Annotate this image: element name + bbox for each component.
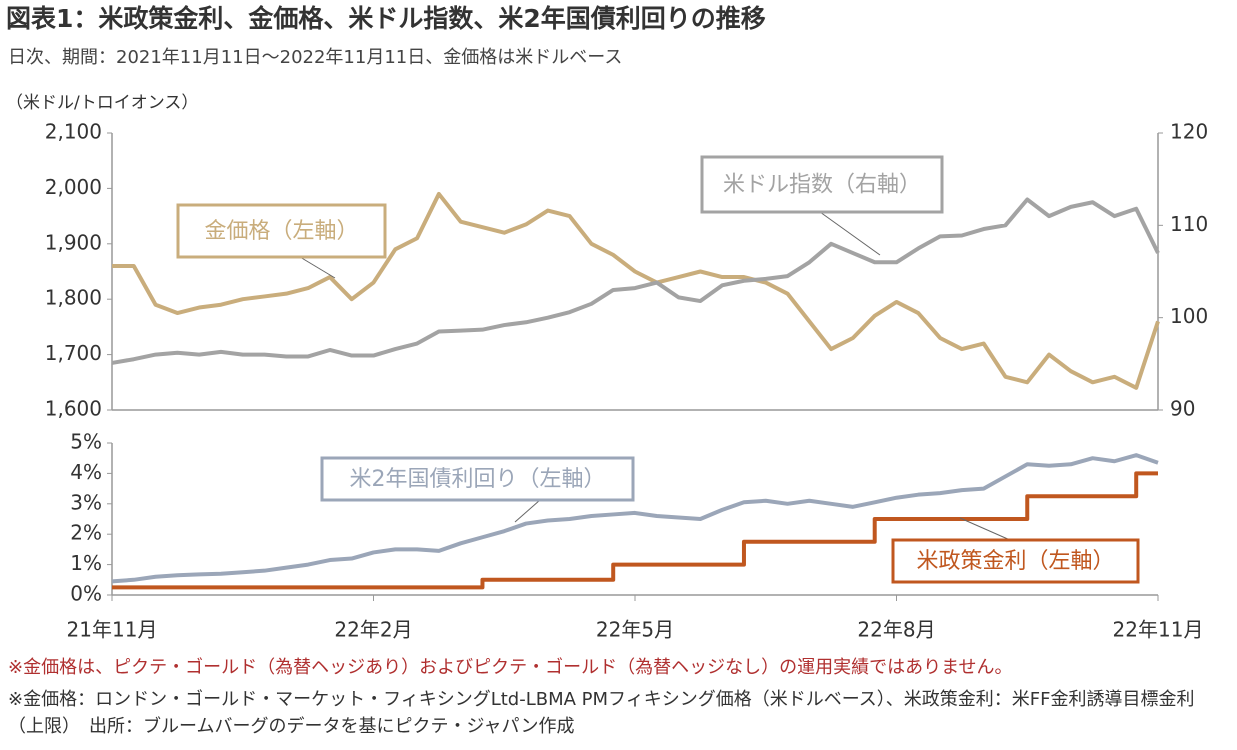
y2-tick-label: 100 (1170, 304, 1208, 328)
x-tick-label: 22年5月 (596, 618, 674, 642)
legend-box (891, 538, 1140, 584)
y2-tick-label: 120 (1170, 120, 1208, 144)
leader-line (514, 499, 541, 523)
x-tick-label: 22年2月 (334, 618, 412, 642)
note: ※金価格は、ピクテ・ゴールド（為替ヘッジあり）およびピクテ・ゴールド（為替ヘッジ… (8, 657, 1013, 678)
y-tick-label: 1,600 (45, 397, 102, 421)
y-tick-label: 1,800 (45, 286, 102, 310)
x-tick-label: 22年8月 (857, 618, 935, 642)
legend-box (320, 456, 635, 502)
y-tick-label: 1,900 (45, 230, 102, 254)
series-line (112, 191, 1160, 390)
legend-box (176, 203, 387, 259)
title: 図表1：米政策金利、金価格、米ドル指数、米2年国債利回りの推移 (6, 4, 766, 33)
leader-line (819, 211, 881, 256)
y2-tick-label: 90 (1170, 397, 1195, 421)
y-tick-label: 1% (70, 551, 102, 575)
legend-box (700, 155, 944, 214)
y-tick-label: 2,100 (45, 120, 102, 144)
y-tick-label: 2% (70, 521, 102, 545)
leader-line (299, 256, 336, 279)
series-line (111, 197, 1160, 365)
legend-label: 米政策金利（左軸） (916, 549, 1114, 574)
legend-label: 米2年国債利回り（左軸） (350, 467, 606, 492)
y2-tick-label: 110 (1170, 212, 1208, 236)
subtitle: 日次、期間：2021年11月11日～2022年11月11日、金価格は米ドルベース (8, 47, 622, 68)
legend-label: 金価格（左軸） (204, 219, 358, 244)
leader-line (959, 517, 1011, 541)
y-tick-label: 5% (70, 430, 102, 454)
series-line (111, 453, 1159, 584)
series-line (112, 471, 1158, 590)
x-tick-label: 22年11月 (1113, 618, 1204, 642)
y-axis-label: （米ドル/トロイオンス） (6, 93, 198, 113)
y-tick-label: 4% (70, 460, 102, 484)
note: ※金価格：ロンドン・ゴールド・マーケット・フィキシングLtd-LBMA PMフィ… (8, 689, 1195, 737)
y-tick-label: 2,000 (45, 175, 102, 199)
y-tick-label: 3% (70, 490, 102, 514)
y-tick-label: 1,700 (45, 341, 102, 365)
x-tick-label: 21年11月 (67, 618, 158, 642)
legend-label: 米ドル指数（右軸） (723, 173, 921, 198)
y-tick-label: 0% (70, 582, 102, 606)
